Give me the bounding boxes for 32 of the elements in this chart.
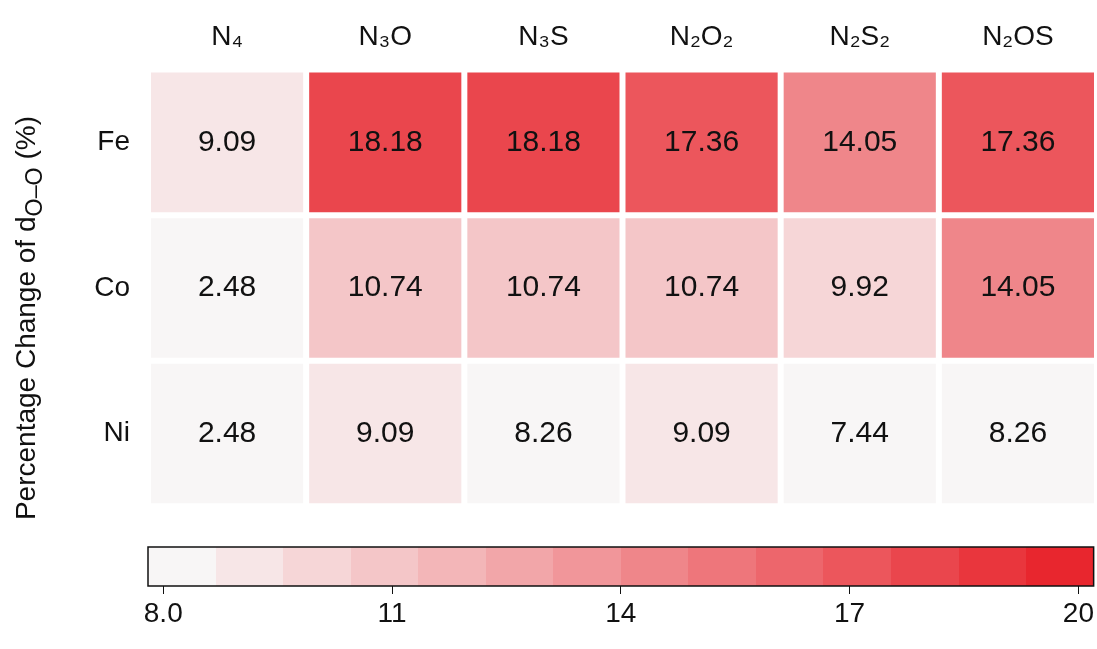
data-label: 9.09	[356, 414, 415, 448]
data-label: 17.36	[664, 123, 740, 157]
color-bar-label: 11	[377, 596, 407, 628]
data-label: 18.18	[347, 123, 423, 157]
data-label: 7.44	[830, 414, 889, 448]
data-label: 2.48	[197, 269, 257, 303]
x-tick-label: N₃O	[358, 19, 412, 51]
y-tick-label: Fe	[97, 125, 130, 157]
y-tick-label: Co	[94, 270, 130, 302]
data-label: 9.09	[672, 414, 731, 448]
x-tick-label: N₃S	[518, 19, 569, 51]
data-label: 2.48	[197, 414, 257, 448]
x-tick-label: N₂S₂	[829, 19, 891, 51]
data-label: 17.36	[980, 123, 1056, 157]
color-bar-label: 14	[605, 596, 637, 628]
data-label: 10.74	[347, 269, 423, 303]
data-label: 9.92	[830, 269, 889, 303]
data-label: 18.18	[505, 123, 581, 157]
data-label: 8.26	[988, 414, 1048, 448]
data-label: 9.09	[197, 123, 257, 157]
color-bar-label: 20	[1062, 596, 1094, 628]
color-bar-label: 8.0	[143, 596, 183, 628]
color-bar-label: 17	[834, 596, 866, 628]
x-tick-label: N₂OS	[982, 19, 1054, 51]
data-label: 10.74	[664, 269, 740, 303]
data-label: 10.74	[505, 269, 581, 303]
x-tick-label: N₂O₂	[669, 19, 734, 51]
data-label: 14.05	[822, 123, 898, 157]
x-tick-label: N₄	[211, 19, 243, 51]
data-label: 8.26	[514, 414, 573, 448]
data-label: 14.05	[980, 269, 1056, 303]
y-tick-label: Ni	[103, 416, 130, 448]
